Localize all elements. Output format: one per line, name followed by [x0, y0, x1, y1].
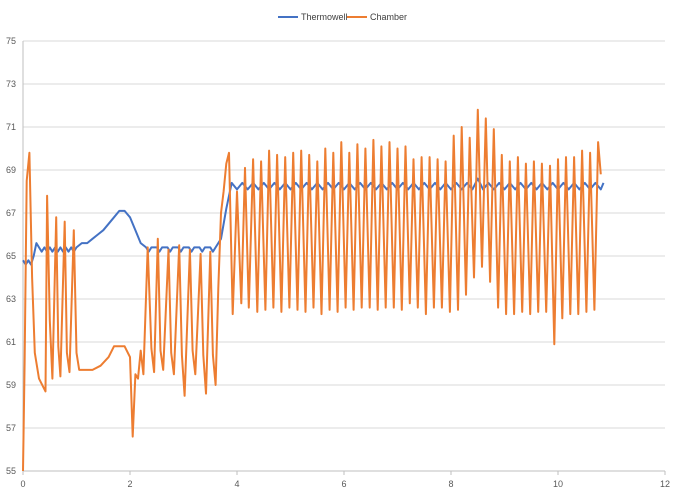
y-tick-label: 63: [6, 294, 16, 304]
x-tick-label: 0: [20, 479, 25, 489]
y-tick-label: 59: [6, 380, 16, 390]
series: [22, 108, 605, 472]
axes: 55 57 59 61 63 65 67 69 71 73 75 0 2 4 6 8 10 12: [6, 36, 670, 489]
x-tick-label: 4: [234, 479, 239, 489]
x-tick-label: 6: [341, 479, 346, 489]
x-tick-label: 10: [553, 479, 563, 489]
y-tick-label: 75: [6, 36, 16, 46]
y-tick-label: 71: [6, 122, 16, 132]
x-tick-label: 2: [127, 479, 132, 489]
y-tick-label: 55: [6, 466, 16, 476]
y-tick-label: 73: [6, 79, 16, 89]
legend-label-thermowell: Thermowell: [301, 12, 348, 22]
y-tick-label: 61: [6, 337, 16, 347]
series-line-chamber: [22, 108, 602, 472]
x-tick-label: 12: [660, 479, 670, 489]
y-tick-label: 69: [6, 165, 16, 175]
y-tick-label: 65: [6, 251, 16, 261]
legend: Thermowell Chamber: [278, 12, 407, 22]
y-tick-label: 67: [6, 208, 16, 218]
x-tick-label: 8: [448, 479, 453, 489]
legend-label-chamber: Chamber: [370, 12, 407, 22]
y-tick-label: 57: [6, 423, 16, 433]
